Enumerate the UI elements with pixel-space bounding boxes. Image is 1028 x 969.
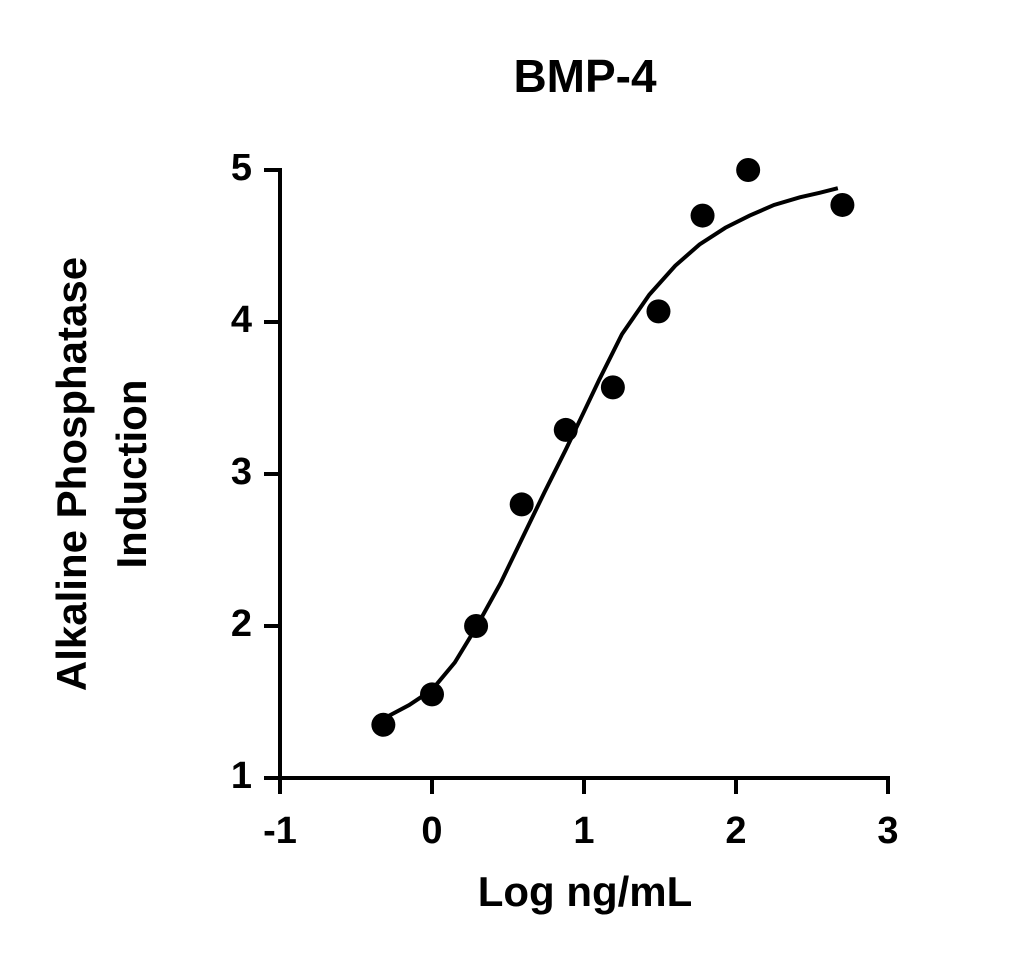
data-point [371,712,396,737]
data-point [830,192,855,217]
x-tick-label: 0 [421,810,442,852]
chart-title: BMP-4 [513,50,657,102]
data-point [736,158,761,182]
data-point [646,299,671,324]
y-tick-label: 4 [231,299,252,341]
x-axis-label: Log ng/mL [478,868,693,915]
data-point [509,492,534,517]
x-tick-label: 2 [725,810,746,852]
y-axis-label: Alkaline Phosphatase [48,257,95,691]
x-tick-label: -1 [263,810,297,852]
x-tick-label: 1 [573,810,594,852]
data-point [600,375,625,400]
x-tick-label: 3 [877,810,898,852]
data-point [690,203,715,228]
y-tick-label: 1 [231,755,252,797]
y-tick-label: 2 [231,603,252,645]
y-tick-label: 3 [231,451,252,493]
fit-curve [382,186,839,721]
data-point [420,682,444,707]
y-axis-label: Induction [108,380,155,569]
y-tick-label: 5 [231,147,252,189]
